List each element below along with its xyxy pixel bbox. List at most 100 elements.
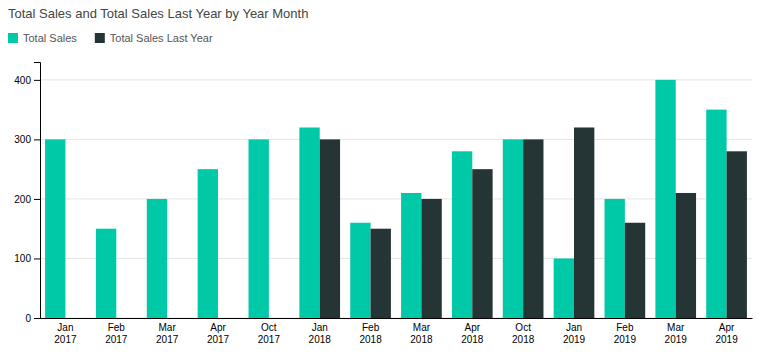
- legend-label: Total Sales Last Year: [110, 32, 213, 44]
- tick-label-line: 2018: [512, 334, 535, 345]
- tick: Mar2018: [410, 322, 433, 345]
- tick: 100: [14, 253, 40, 264]
- bar: [472, 169, 492, 318]
- tick: Oct2017: [258, 322, 281, 345]
- tick-label-line: Feb: [362, 322, 380, 333]
- tick-label: Mar2019: [665, 322, 688, 345]
- tick-label-line: Mar: [159, 322, 177, 333]
- bars: [45, 80, 747, 318]
- series: [320, 127, 747, 318]
- bar: [503, 139, 523, 318]
- bar: [554, 258, 574, 318]
- tick-label-line: Apr: [719, 322, 735, 333]
- tick-label-line: 2017: [207, 334, 230, 345]
- tick-label: Feb2017: [105, 322, 128, 345]
- tick-label: Oct2018: [512, 322, 535, 345]
- tick-label-line: 2017: [54, 334, 77, 345]
- tick: Mar2019: [665, 322, 688, 345]
- tick: 400: [14, 75, 40, 86]
- tick-label: Jan2019: [563, 322, 586, 345]
- tick-label: Feb2018: [359, 322, 382, 345]
- tick: Feb2018: [359, 322, 382, 345]
- legend-item: Total Sales: [8, 32, 77, 44]
- tick-label-line: 2017: [105, 334, 128, 345]
- tick-mark: [34, 139, 40, 140]
- tick-label: 0: [25, 313, 31, 324]
- bar: [574, 127, 594, 318]
- grid: [40, 80, 752, 318]
- tick-label: Feb2019: [614, 322, 637, 345]
- tick-label: 300: [14, 134, 31, 145]
- bar: [523, 139, 543, 318]
- tick-label: 100: [14, 253, 31, 264]
- grid-line: [40, 79, 752, 80]
- tick: Feb2017: [105, 322, 128, 345]
- tick-label: Jan2017: [54, 322, 77, 345]
- tick-label: Apr2017: [207, 322, 230, 345]
- tick: Jan2018: [309, 322, 332, 345]
- tick-label-line: Mar: [667, 322, 685, 333]
- tick-label-line: 2018: [309, 334, 332, 345]
- tick: Oct2018: [512, 322, 535, 345]
- tick-label: Oct2017: [258, 322, 281, 345]
- bar: [706, 110, 726, 318]
- tick-mark: [34, 80, 40, 81]
- tick-label-line: Jan: [566, 322, 582, 333]
- tick: 300: [14, 134, 40, 145]
- bar: [401, 193, 421, 318]
- tick-label-line: Mar: [413, 322, 431, 333]
- tick-label-line: 2019: [563, 334, 586, 345]
- bar: [452, 151, 472, 318]
- tick-label: Mar2018: [410, 322, 433, 345]
- x-axis-line: [41, 318, 753, 319]
- grid-line: [40, 139, 752, 140]
- tick-label-line: 2019: [614, 334, 637, 345]
- plot: 0100200300400Jan2017Feb2017Mar2017Apr201…: [14, 63, 752, 345]
- tick: 200: [14, 194, 40, 205]
- bar: [676, 193, 696, 318]
- tick: 0: [25, 313, 40, 324]
- tick-label-line: 2018: [359, 334, 382, 345]
- tick-label-line: 2018: [410, 334, 433, 345]
- bar: [45, 139, 65, 318]
- tick-mark: [34, 199, 40, 200]
- y-axis: 0 100 200 300 400: [14, 63, 40, 324]
- bar: [605, 199, 625, 318]
- tick-label-line: Jan: [312, 322, 328, 333]
- bar: [421, 199, 441, 318]
- bar: [655, 80, 675, 318]
- title: Total Sales and Total Sales Last Year by…: [8, 6, 308, 21]
- tick-label-line: 2017: [258, 334, 281, 345]
- bar: [249, 139, 269, 318]
- tick-label-line: Apr: [210, 322, 226, 333]
- y-axis-line: [34, 63, 41, 319]
- legend: Total Sales Total Sales Last Year: [8, 32, 213, 44]
- tick: Jan2019: [563, 322, 586, 345]
- bar: [371, 229, 391, 318]
- tick-label-line: 2018: [461, 334, 484, 345]
- tick-label-line: 2019: [715, 334, 738, 345]
- tick-label-line: Jan: [57, 322, 73, 333]
- tick-label-line: Oct: [261, 322, 277, 333]
- bar: [320, 139, 340, 318]
- tick-label-line: Feb: [108, 322, 126, 333]
- bar: [198, 169, 218, 318]
- chart: Total Sales and Total Sales Last Year by…: [0, 0, 768, 358]
- tick: Apr2018: [461, 322, 484, 345]
- tick-label: 200: [14, 194, 31, 205]
- tick: Apr2017: [207, 322, 230, 345]
- tick-mark: [34, 318, 40, 319]
- bar: [147, 199, 167, 318]
- legend-label: Total Sales: [23, 32, 77, 44]
- legend-item: Total Sales Last Year: [95, 32, 213, 44]
- tick-label-line: 2017: [156, 334, 179, 345]
- series: [45, 80, 726, 318]
- tick: Apr2019: [715, 322, 738, 345]
- tick-label: Jan2018: [309, 322, 332, 345]
- bar: [96, 229, 116, 318]
- tick-label-line: Apr: [465, 322, 481, 333]
- legend-swatch: [95, 33, 105, 43]
- bar: [299, 127, 319, 318]
- legend-swatch: [8, 33, 18, 43]
- tick-label: Mar2017: [156, 322, 179, 345]
